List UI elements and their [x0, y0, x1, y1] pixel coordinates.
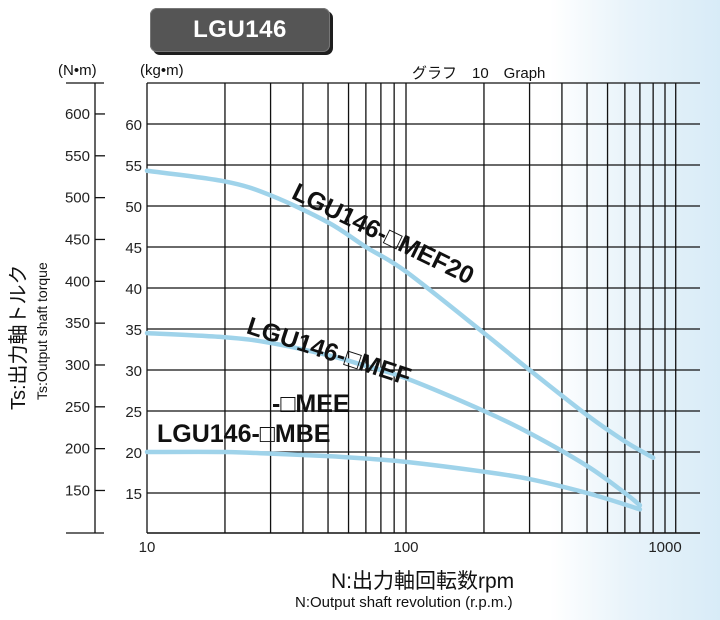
svg-text:250: 250: [65, 399, 90, 416]
svg-text:35: 35: [125, 322, 142, 339]
svg-text:450: 450: [65, 231, 90, 248]
svg-text:10: 10: [139, 539, 156, 556]
svg-text:100: 100: [393, 539, 418, 556]
series-label-mbe: LGU146-□MBE: [157, 420, 331, 448]
svg-text:25: 25: [125, 404, 142, 421]
svg-text:200: 200: [65, 441, 90, 458]
x-axis-label-en: N:Output shaft revolution (r.p.m.): [295, 594, 513, 611]
tick-labels: 150 200 250 300 350 400 450 500 550 600 15 20 25 30 35…: [65, 106, 682, 556]
model-title-badge: LGU146: [150, 8, 330, 52]
svg-text:30: 30: [125, 363, 142, 380]
svg-text:20: 20: [125, 445, 142, 462]
x-axis-label-jp: N:出力軸回転数rpm: [331, 570, 515, 593]
graph-caption: グラフ 10 Graph: [412, 65, 546, 82]
svg-text:400: 400: [65, 273, 90, 290]
nm-axis: [66, 82, 105, 534]
svg-text:50: 50: [125, 199, 142, 216]
svg-text:300: 300: [65, 357, 90, 374]
svg-text:600: 600: [65, 106, 90, 123]
svg-text:500: 500: [65, 190, 90, 207]
svg-text:55: 55: [125, 158, 142, 175]
unit-kilogram-meter: (kg•m): [140, 62, 184, 79]
grid-lines: [146, 82, 700, 534]
y-axis-label-jp: Ts:出力軸トルク: [8, 264, 30, 410]
svg-text:150: 150: [65, 482, 90, 499]
unit-newton-meter: (N•m): [58, 62, 97, 79]
background-decoration: [550, 0, 720, 620]
torque-curves: [144, 168, 656, 512]
series-label-mee: -□MEE: [272, 390, 350, 418]
svg-text:40: 40: [125, 281, 142, 298]
svg-text:350: 350: [65, 315, 90, 332]
svg-text:45: 45: [125, 240, 142, 257]
svg-text:1000: 1000: [648, 539, 681, 556]
y-axis-label-en: Ts:Output shaft torque: [34, 262, 50, 400]
svg-text:550: 550: [65, 148, 90, 165]
svg-text:60: 60: [125, 117, 142, 134]
svg-text:15: 15: [125, 486, 142, 503]
